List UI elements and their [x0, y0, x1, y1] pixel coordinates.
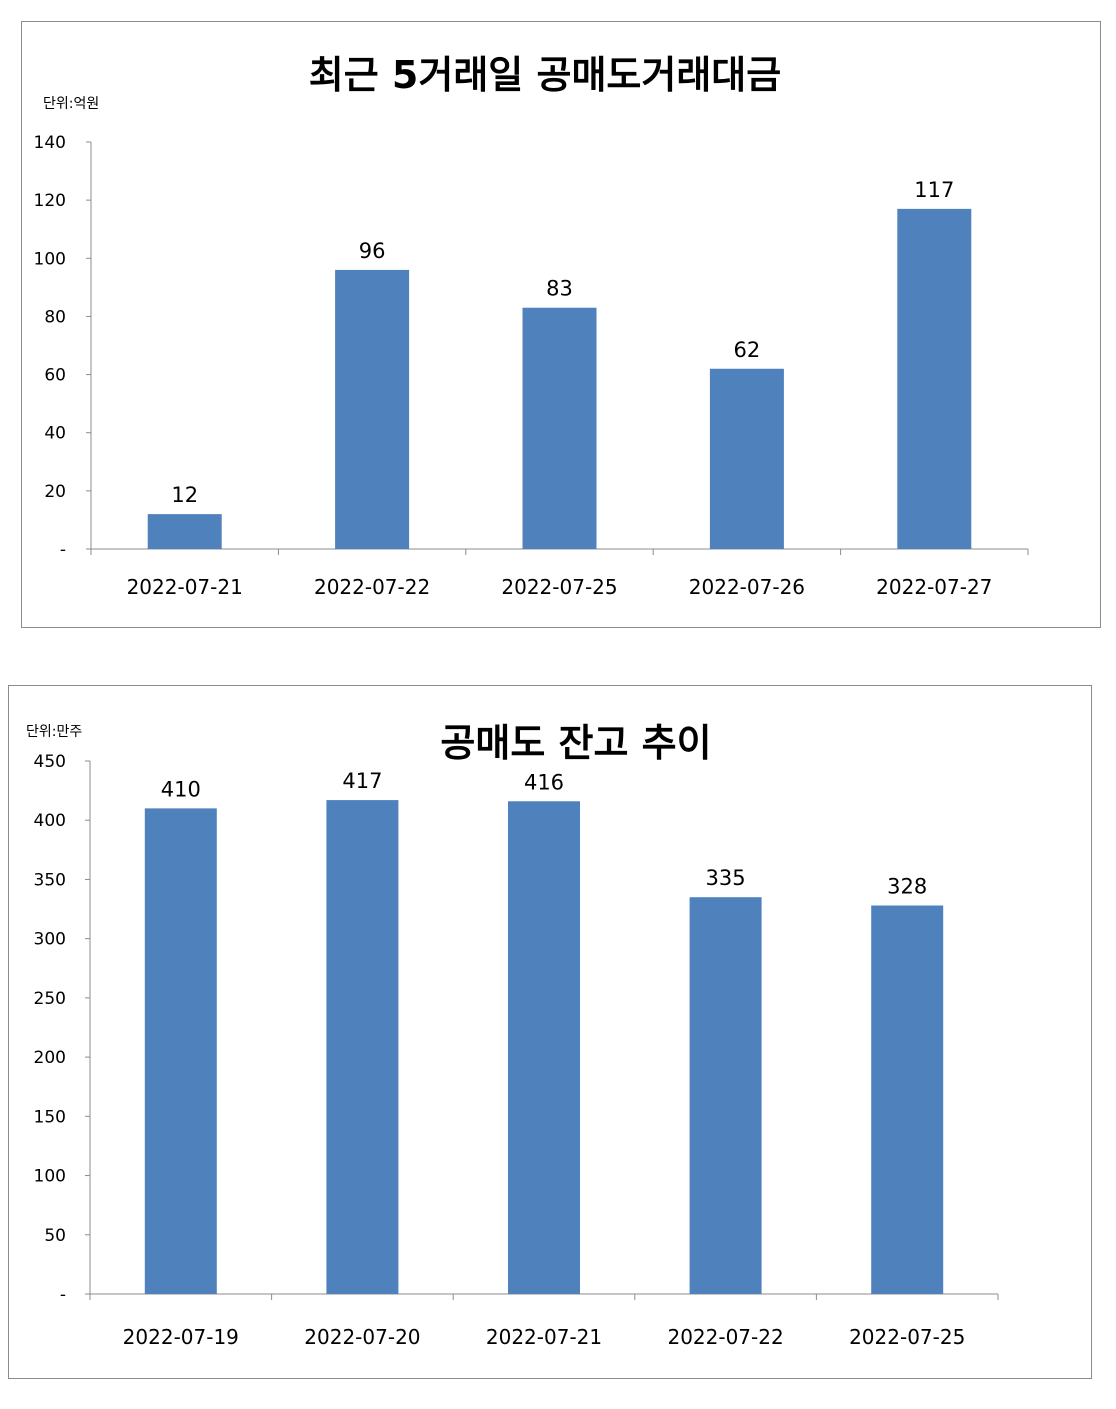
- data-label: 62: [734, 338, 761, 362]
- y-tick-label: 400: [34, 811, 66, 831]
- y-tick-label: -: [60, 540, 66, 560]
- unit-label: 단위:억원: [43, 96, 99, 112]
- data-label: 417: [342, 769, 382, 793]
- bar: [522, 307, 597, 549]
- x-tick-label: 2022-07-20: [304, 1325, 420, 1349]
- y-tick-label: -: [60, 1285, 66, 1305]
- y-tick-label: 120: [34, 191, 66, 211]
- y-tick-label: 100: [34, 1167, 66, 1187]
- short-balance-trend-chart: 공매도 잔고 추이 단위:만주 - 50 100 150 200 250 300 350 400…: [8, 685, 1092, 1379]
- bar: [326, 800, 399, 1294]
- x-tick-label: 2022-07-21: [127, 575, 243, 599]
- x-tick-label: 2022-07-27: [876, 575, 992, 599]
- x-tick-label: 2022-07-22: [314, 575, 430, 599]
- data-label: 416: [524, 770, 564, 794]
- y-tick-label: 100: [34, 249, 66, 269]
- chart-2-plot: 공매도 잔고 추이 단위:만주 - 50 100 150 200 250 300 350 400…: [26, 721, 999, 1349]
- x-tick-label: 2022-07-19: [123, 1325, 239, 1349]
- y-tick-label: 450: [34, 752, 66, 772]
- data-label: 410: [161, 777, 201, 801]
- bar: [897, 208, 972, 549]
- y-tick-label: 250: [34, 989, 66, 1009]
- data-label: 335: [706, 866, 746, 890]
- bar: [871, 905, 944, 1294]
- chart-title: 공매도 잔고 추이: [440, 721, 711, 765]
- short-selling-amount-chart: 최근 5거래일 공매도거래대금 단위:억원 - 20 40 60 80 100 120 140…: [21, 21, 1101, 628]
- x-tick-label: 2022-07-25: [501, 575, 617, 599]
- bar: [335, 269, 410, 549]
- x-tick-label: 2022-07-25: [849, 1325, 965, 1349]
- bar: [709, 368, 784, 549]
- y-tick-label: 200: [34, 1048, 66, 1068]
- y-tick-label: 60: [44, 366, 66, 386]
- x-tick-label: 2022-07-22: [667, 1325, 783, 1349]
- y-tick-label: 80: [44, 307, 66, 327]
- x-tick-label: 2022-07-21: [486, 1325, 602, 1349]
- bar: [508, 801, 580, 1294]
- data-label: 117: [914, 178, 954, 202]
- chart-title: 최근 5거래일 공매도거래대금: [309, 53, 781, 97]
- data-label: 96: [359, 239, 386, 263]
- data-label: 83: [546, 277, 573, 301]
- bar: [689, 897, 762, 1294]
- y-tick-label: 350: [34, 870, 66, 890]
- y-tick-label: 20: [44, 482, 66, 502]
- y-tick-label: 150: [34, 1107, 66, 1127]
- x-tick-label: 2022-07-26: [689, 575, 805, 599]
- chart-1-plot: 최근 5거래일 공매도거래대금 단위:억원 - 20 40 60 80 100 120 140…: [34, 53, 1029, 599]
- bar: [144, 808, 217, 1294]
- data-label: 12: [171, 483, 198, 507]
- data-label: 328: [887, 875, 927, 899]
- y-tick-label: 140: [34, 133, 66, 153]
- bar: [147, 514, 222, 549]
- y-tick-label: 300: [34, 930, 66, 950]
- unit-label: 단위:만주: [26, 724, 82, 740]
- y-tick-label: 40: [44, 424, 66, 444]
- y-tick-label: 50: [44, 1226, 66, 1246]
